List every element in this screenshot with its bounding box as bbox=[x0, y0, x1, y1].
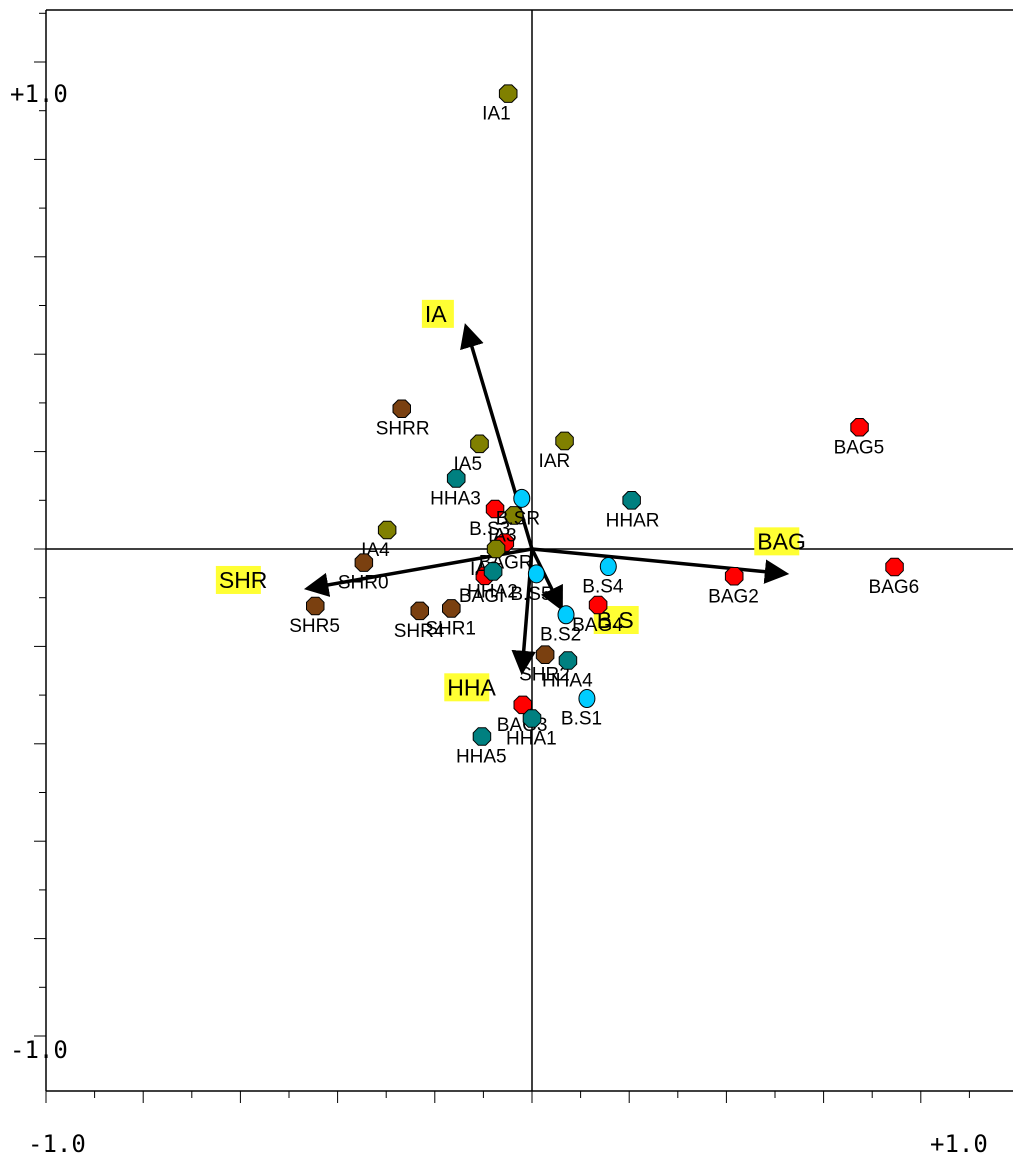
point-label: B.SR bbox=[496, 508, 540, 529]
sample-point bbox=[354, 553, 374, 572]
sample-point bbox=[442, 599, 461, 618]
sample-point bbox=[498, 84, 518, 103]
point-label: HHAR bbox=[606, 510, 660, 531]
sample-point bbox=[513, 488, 531, 508]
sample-point bbox=[558, 651, 578, 670]
sample-point bbox=[306, 596, 325, 616]
sample-point bbox=[486, 539, 506, 559]
axis-ticks bbox=[34, 12, 970, 1103]
point-label: B.S5 bbox=[510, 584, 551, 605]
sample-point bbox=[622, 491, 641, 510]
point-label: IAR bbox=[539, 451, 571, 472]
variable-vector bbox=[531, 547, 790, 584]
point-label: B.S1 bbox=[561, 709, 602, 730]
sample-point bbox=[410, 601, 429, 621]
point-label: BAG4 bbox=[572, 615, 623, 636]
y-max-label: +1.0 bbox=[10, 80, 68, 108]
variable-vector bbox=[530, 548, 563, 612]
vector-label: SHR bbox=[219, 567, 268, 593]
vector-label-highlight bbox=[215, 565, 261, 594]
sample-point bbox=[599, 557, 617, 577]
point-label: HHA1 bbox=[506, 728, 557, 749]
sample-point bbox=[724, 567, 744, 586]
point-label: IA1 bbox=[482, 104, 511, 125]
vector-label-highlight bbox=[444, 673, 490, 702]
sample-point bbox=[377, 520, 397, 540]
point-label: BAG2 bbox=[708, 586, 759, 607]
sample-point bbox=[885, 557, 904, 577]
point-label: HHA4 bbox=[542, 671, 593, 692]
sample-point bbox=[535, 645, 555, 664]
point-label: SHR5 bbox=[289, 616, 340, 637]
point-label: SHR2 bbox=[519, 665, 570, 686]
point-label: HHA2 bbox=[467, 581, 518, 602]
sample-point bbox=[588, 595, 608, 615]
point-label: BAGI bbox=[459, 586, 504, 607]
point-label: B.S2 bbox=[540, 625, 581, 646]
sample-point bbox=[527, 564, 545, 584]
vector-label: BAG bbox=[757, 528, 806, 554]
sample-point bbox=[557, 605, 575, 625]
point-label: SHRR bbox=[376, 419, 430, 440]
point-label: HHA3 bbox=[430, 488, 481, 509]
sample-point bbox=[446, 469, 466, 488]
point-label: SHR1 bbox=[425, 618, 476, 639]
y-min-label: -1.0 bbox=[10, 1036, 68, 1064]
point-label: SHR0 bbox=[338, 573, 389, 594]
point-label: IA5 bbox=[454, 454, 483, 475]
vector-label-highlight bbox=[754, 527, 800, 556]
vector-label: HHA bbox=[447, 674, 496, 700]
x-max-label: +1.0 bbox=[930, 1130, 988, 1158]
point-label: BAG5 bbox=[834, 437, 885, 458]
point-label: BAG6 bbox=[869, 577, 920, 598]
sample-point bbox=[555, 431, 574, 451]
point-label: HHA5 bbox=[456, 746, 507, 767]
sample-point bbox=[504, 506, 524, 525]
sample-point bbox=[522, 709, 542, 728]
x-min-label: -1.0 bbox=[28, 1130, 86, 1158]
vector-label-highlight bbox=[421, 299, 454, 328]
sample-point bbox=[850, 418, 869, 437]
point-label: B.S4 bbox=[582, 577, 624, 598]
sample-point bbox=[578, 689, 596, 709]
sample-point bbox=[392, 399, 411, 418]
vector-label: IA bbox=[425, 301, 447, 327]
sample-point bbox=[470, 434, 489, 454]
sample-point bbox=[483, 562, 503, 581]
sample-point bbox=[485, 499, 505, 519]
point-label: SHR4 bbox=[394, 621, 445, 642]
sample-point bbox=[472, 727, 492, 746]
